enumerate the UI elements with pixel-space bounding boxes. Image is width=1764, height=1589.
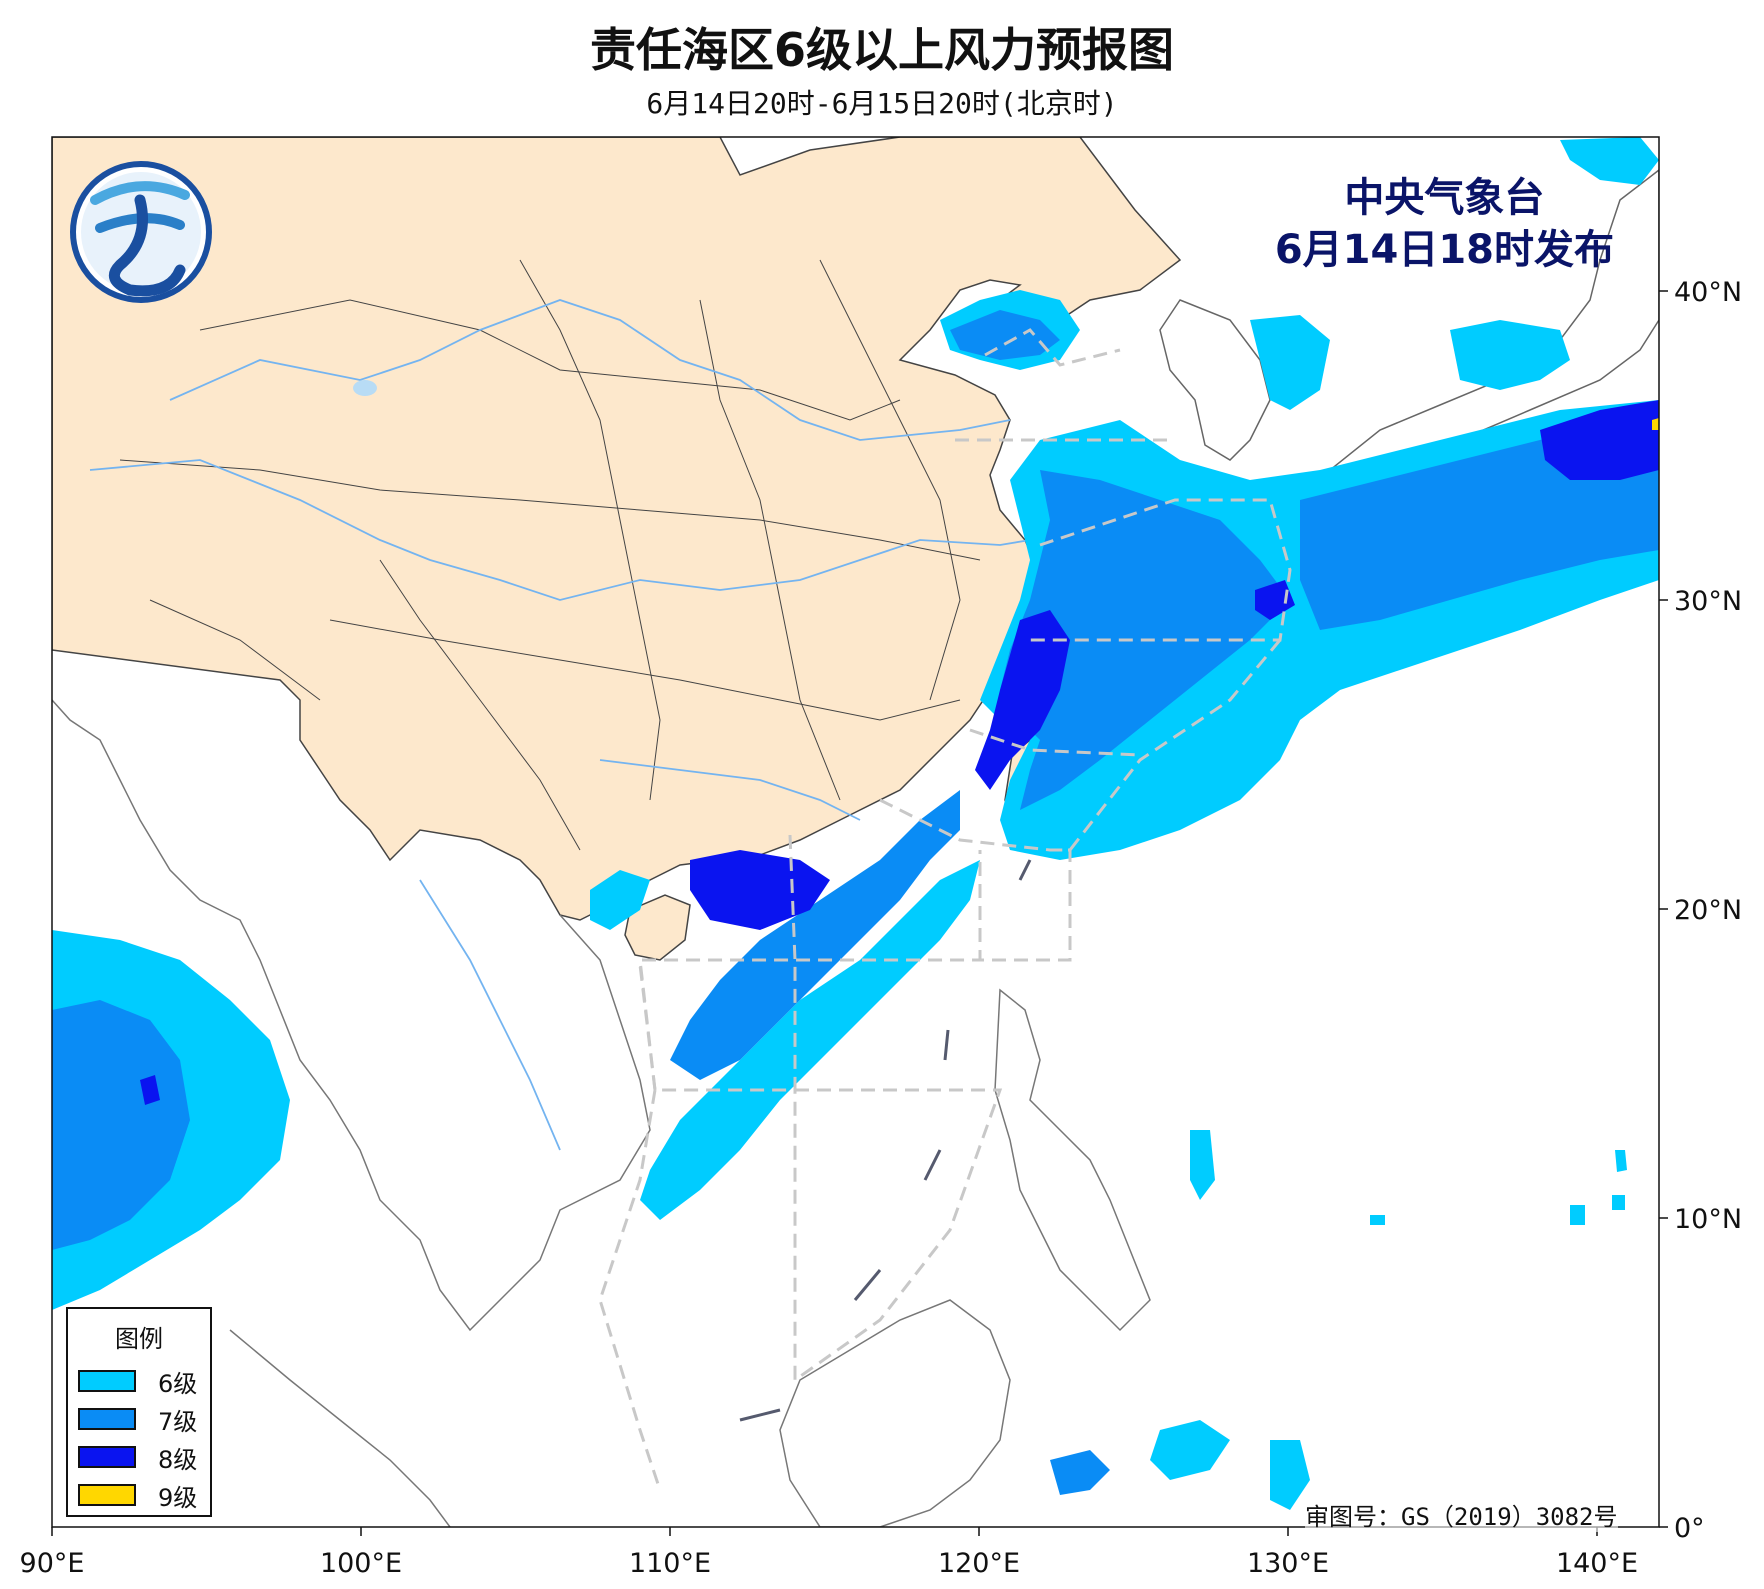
indochina-coast — [52, 699, 651, 1332]
cma-logo-icon — [70, 161, 212, 303]
sumatra-outline — [229, 1329, 451, 1527]
map-body — [52, 137, 1659, 1527]
map-approval-number: 审图号：GS（2019）3082号 — [1305, 1497, 1618, 1532]
y-tick-label: 0° — [1674, 1513, 1705, 1544]
province-boundaries — [119, 259, 981, 851]
x-tick-label: 120°E — [938, 1548, 1020, 1579]
legend-label: 8级 — [158, 1445, 198, 1474]
wind-level-9-spot — [1652, 418, 1659, 430]
x-tick-label: 130°E — [1247, 1548, 1329, 1579]
map-title: 责任海区6级以上风力预报图 — [589, 23, 1174, 77]
map-subtitle: 6月14日20时-6月15日20时(北京时) — [646, 87, 1118, 120]
legend-title: 图例 — [115, 1325, 163, 1353]
philippines-outline — [994, 988, 1151, 1332]
nine-dash-line — [739, 859, 1032, 1422]
x-tick-label: 100°E — [320, 1548, 402, 1579]
y-tick-label: 20°N — [1674, 895, 1742, 926]
korea-peninsula — [1159, 299, 1271, 461]
issuer-block: 中央气象台 6月14日18时发布 — [1275, 172, 1614, 276]
hainan-island — [624, 894, 691, 961]
legend-label: 7级 — [158, 1407, 198, 1436]
x-tick-label: 90°E — [20, 1548, 85, 1579]
legend-item: 9级 — [68, 1476, 210, 1514]
y-tick-label: 40°N — [1674, 277, 1742, 308]
rivers — [89, 299, 1031, 1151]
y-tick-label: 10°N — [1674, 1204, 1742, 1235]
sea-area-boundaries — [598, 328, 1292, 1491]
legend-item: 7级 — [68, 1400, 210, 1438]
wind-level-8-areas — [140, 400, 1659, 1105]
legend-swatch-level-7 — [78, 1408, 136, 1430]
legend-label: 6级 — [158, 1369, 198, 1398]
x-tick-label: 140°E — [1556, 1548, 1638, 1579]
legend-swatch-level-6 — [78, 1370, 136, 1392]
qinghai-lake — [353, 380, 377, 396]
legend-item: 6级 — [68, 1362, 210, 1400]
issue-time: 6月14日18时发布 — [1274, 227, 1614, 273]
y-tick-label: 30°N — [1674, 586, 1742, 617]
map-frame — [51, 136, 1660, 1528]
issuer-name: 中央气象台 — [1344, 175, 1545, 221]
legend-swatch-level-9 — [78, 1484, 136, 1506]
borneo-outline — [779, 1299, 1011, 1527]
x-tick-label: 110°E — [629, 1548, 711, 1579]
legend-label: 9级 — [158, 1483, 198, 1512]
legend: 图例 6级 7级 8级 9级 — [66, 1307, 212, 1517]
legend-item: 8级 — [68, 1438, 210, 1476]
legend-swatch-level-8 — [78, 1446, 136, 1468]
